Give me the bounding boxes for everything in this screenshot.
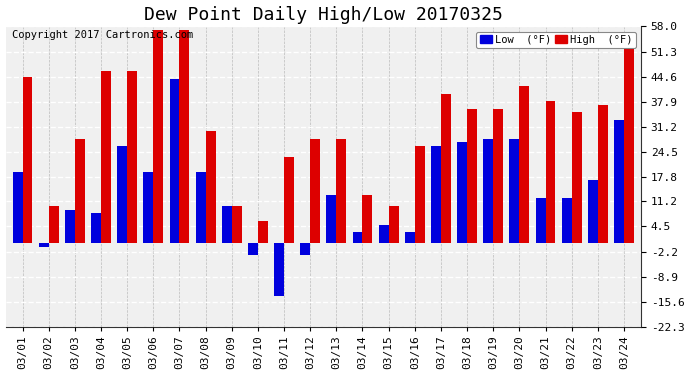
Bar (415, 146, 425, 243)
Bar (431, 146, 441, 243)
Bar (353, 232, 362, 243)
Bar (284, 158, 294, 243)
Bar (39, 243, 49, 247)
Bar (206, 131, 215, 243)
Text: Copyright 2017 Cartronics.com: Copyright 2017 Cartronics.com (12, 30, 193, 39)
Bar (562, 198, 572, 243)
Bar (405, 232, 415, 243)
Bar (91, 213, 101, 243)
Bar (614, 120, 624, 243)
Legend: Low  (°F), High  (°F): Low (°F), High (°F) (476, 32, 635, 48)
Bar (509, 139, 520, 243)
Bar (232, 206, 241, 243)
Bar (457, 142, 467, 243)
Bar (467, 109, 477, 243)
Bar (179, 30, 189, 243)
Bar (196, 172, 206, 243)
Bar (483, 139, 493, 243)
Bar (153, 30, 164, 243)
Bar (75, 139, 85, 243)
Bar (23, 76, 32, 243)
Bar (572, 112, 582, 243)
Bar (101, 71, 111, 243)
Bar (248, 243, 258, 255)
Bar (49, 206, 59, 243)
Bar (546, 101, 555, 243)
Bar (144, 172, 153, 243)
Bar (535, 198, 546, 243)
Bar (493, 109, 503, 243)
Bar (12, 172, 23, 243)
Bar (310, 139, 320, 243)
Bar (388, 206, 399, 243)
Bar (362, 195, 373, 243)
Bar (221, 206, 232, 243)
Bar (520, 86, 529, 243)
Bar (127, 71, 137, 243)
Bar (65, 210, 75, 243)
Bar (326, 195, 336, 243)
Bar (379, 225, 388, 243)
Bar (598, 105, 608, 243)
Bar (300, 243, 310, 255)
Bar (117, 146, 127, 243)
Bar (588, 180, 598, 243)
Bar (170, 79, 179, 243)
Bar (624, 45, 634, 243)
Bar (274, 243, 284, 296)
Bar (336, 139, 346, 243)
Bar (441, 94, 451, 243)
Title: Dew Point Daily High/Low 20170325: Dew Point Daily High/Low 20170325 (144, 6, 503, 24)
Bar (258, 221, 268, 243)
